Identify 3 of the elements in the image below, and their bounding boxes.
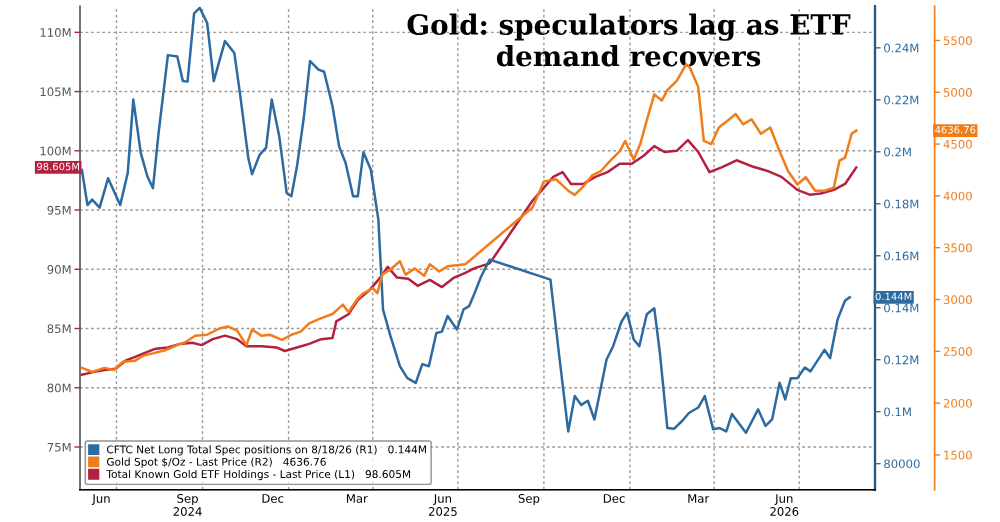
text: Gold: speculators lag as ETF demand recovers [407, 13, 851, 67]
line-series [80, 138, 858, 376]
line-series [80, 63, 858, 374]
